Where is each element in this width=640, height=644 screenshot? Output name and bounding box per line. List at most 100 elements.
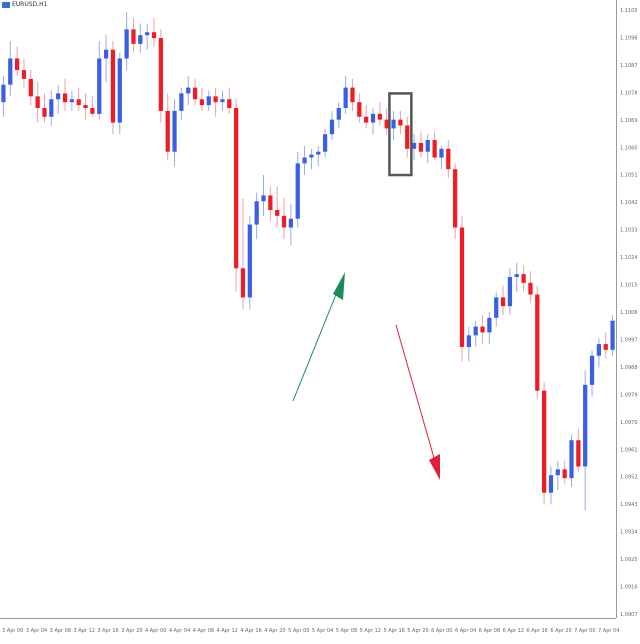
candle [234,99,239,292]
candle-body [343,87,348,108]
candle [329,110,335,141]
time-tick-label: 3 Apr 16 [97,628,118,634]
time-tick-label: 4 Apr 16 [240,628,261,634]
candle [220,90,225,111]
candle-body [151,32,157,39]
candle [384,108,389,135]
price-tick-label: 1.0934 [620,530,638,536]
candle [596,338,602,368]
candle [56,84,61,114]
candle [309,148,314,170]
candle [322,128,328,158]
candle [186,75,191,106]
candle-body [158,38,163,111]
price-tick-label: 1.1006 [620,310,638,316]
candle [35,81,40,123]
candle [507,268,513,315]
price-tick-label: 1.1015 [620,283,638,289]
candle [487,312,492,345]
candle [62,78,68,111]
candle [432,131,437,161]
time-tick-label: 4 Apr 20 [264,628,285,634]
price-tick-label: 1.0997 [620,337,638,343]
candle-body [391,119,396,129]
candle-body [535,294,540,391]
candle-body [131,29,136,44]
candle [370,108,376,135]
candle-body [124,29,129,59]
candle [275,186,280,228]
candle [521,265,526,292]
candle-body [302,157,307,164]
time-tick-label: 5 Apr 08 [336,628,357,634]
time-tick-label: 6 Apr 16 [526,628,547,634]
candle-body [186,87,191,94]
candle [418,131,424,158]
price-tick-label: 1.0979 [620,392,638,398]
time-tick-label: 7 Apr 00 [574,628,595,634]
candle-body [364,116,369,123]
candle [14,46,20,76]
candle [535,285,540,400]
candle-body [589,355,595,385]
candle [542,381,547,505]
candle-body [227,99,232,108]
candle-body [514,274,519,278]
candle [357,93,362,123]
candle [192,78,198,106]
candle-body [418,142,424,152]
candle [391,110,396,141]
candle [466,326,471,362]
time-tick-label: 5 Apr 12 [360,628,381,634]
candle-body [411,142,417,149]
candle-body [603,344,608,350]
arrow-down-shaft [395,324,435,459]
candle-body [562,469,567,479]
time-tick-label: 4 Apr 00 [145,628,166,634]
candle [69,90,74,111]
candle [206,90,211,111]
time-tick-label: 7 Apr 04 [598,628,619,634]
candle-body [42,108,47,117]
time-tick-label: 4 Apr 04 [169,628,190,634]
time-tick-label: 6 Apr 08 [479,628,500,634]
candle-body [459,227,465,347]
candle-body [97,58,102,114]
candle-body [329,119,335,135]
candle-body [21,70,27,79]
candle [227,87,232,114]
time-axis[interactable]: 3 Apr 00 3 Apr 04 3 Apr 08 3 Apr 12 3 Apr 16… [0,618,619,635]
candle-body [453,169,458,228]
time-tick-label: 5 Apr 20 [407,628,428,634]
arrow-down-icon [429,454,440,480]
candle-body [500,297,506,307]
candle-body [165,110,170,152]
candle-body [117,58,122,123]
candle-body [90,108,95,114]
candle-body [14,58,20,71]
time-tick-label: 3 Apr 12 [74,628,95,634]
annotation-layer [292,92,440,480]
candle [528,271,533,304]
candle-body [240,268,246,298]
candle-body [234,108,239,269]
price-tick-label: 1.1087 [620,63,638,69]
time-tick-label: 3 Apr 04 [26,628,47,634]
highlight-box [388,92,413,177]
candle [480,314,485,345]
candle [179,87,184,120]
time-tick-label: 3 Apr 20 [121,628,142,634]
candle [213,87,218,117]
candle [295,151,300,228]
price-axis[interactable]: 1.1105 1.1096 1.1087 1.1078 1.1069 1.1060 1.10… [616,0,638,618]
price-tick-label: 1.0907 [620,612,638,618]
candle-body [548,475,554,493]
price-tick-label: 1.0970 [620,420,638,426]
candle-body [521,274,526,283]
candle [28,70,33,106]
candle-body [110,49,116,123]
candle-body [69,99,74,103]
price-tick-label: 1.0925 [620,557,638,563]
